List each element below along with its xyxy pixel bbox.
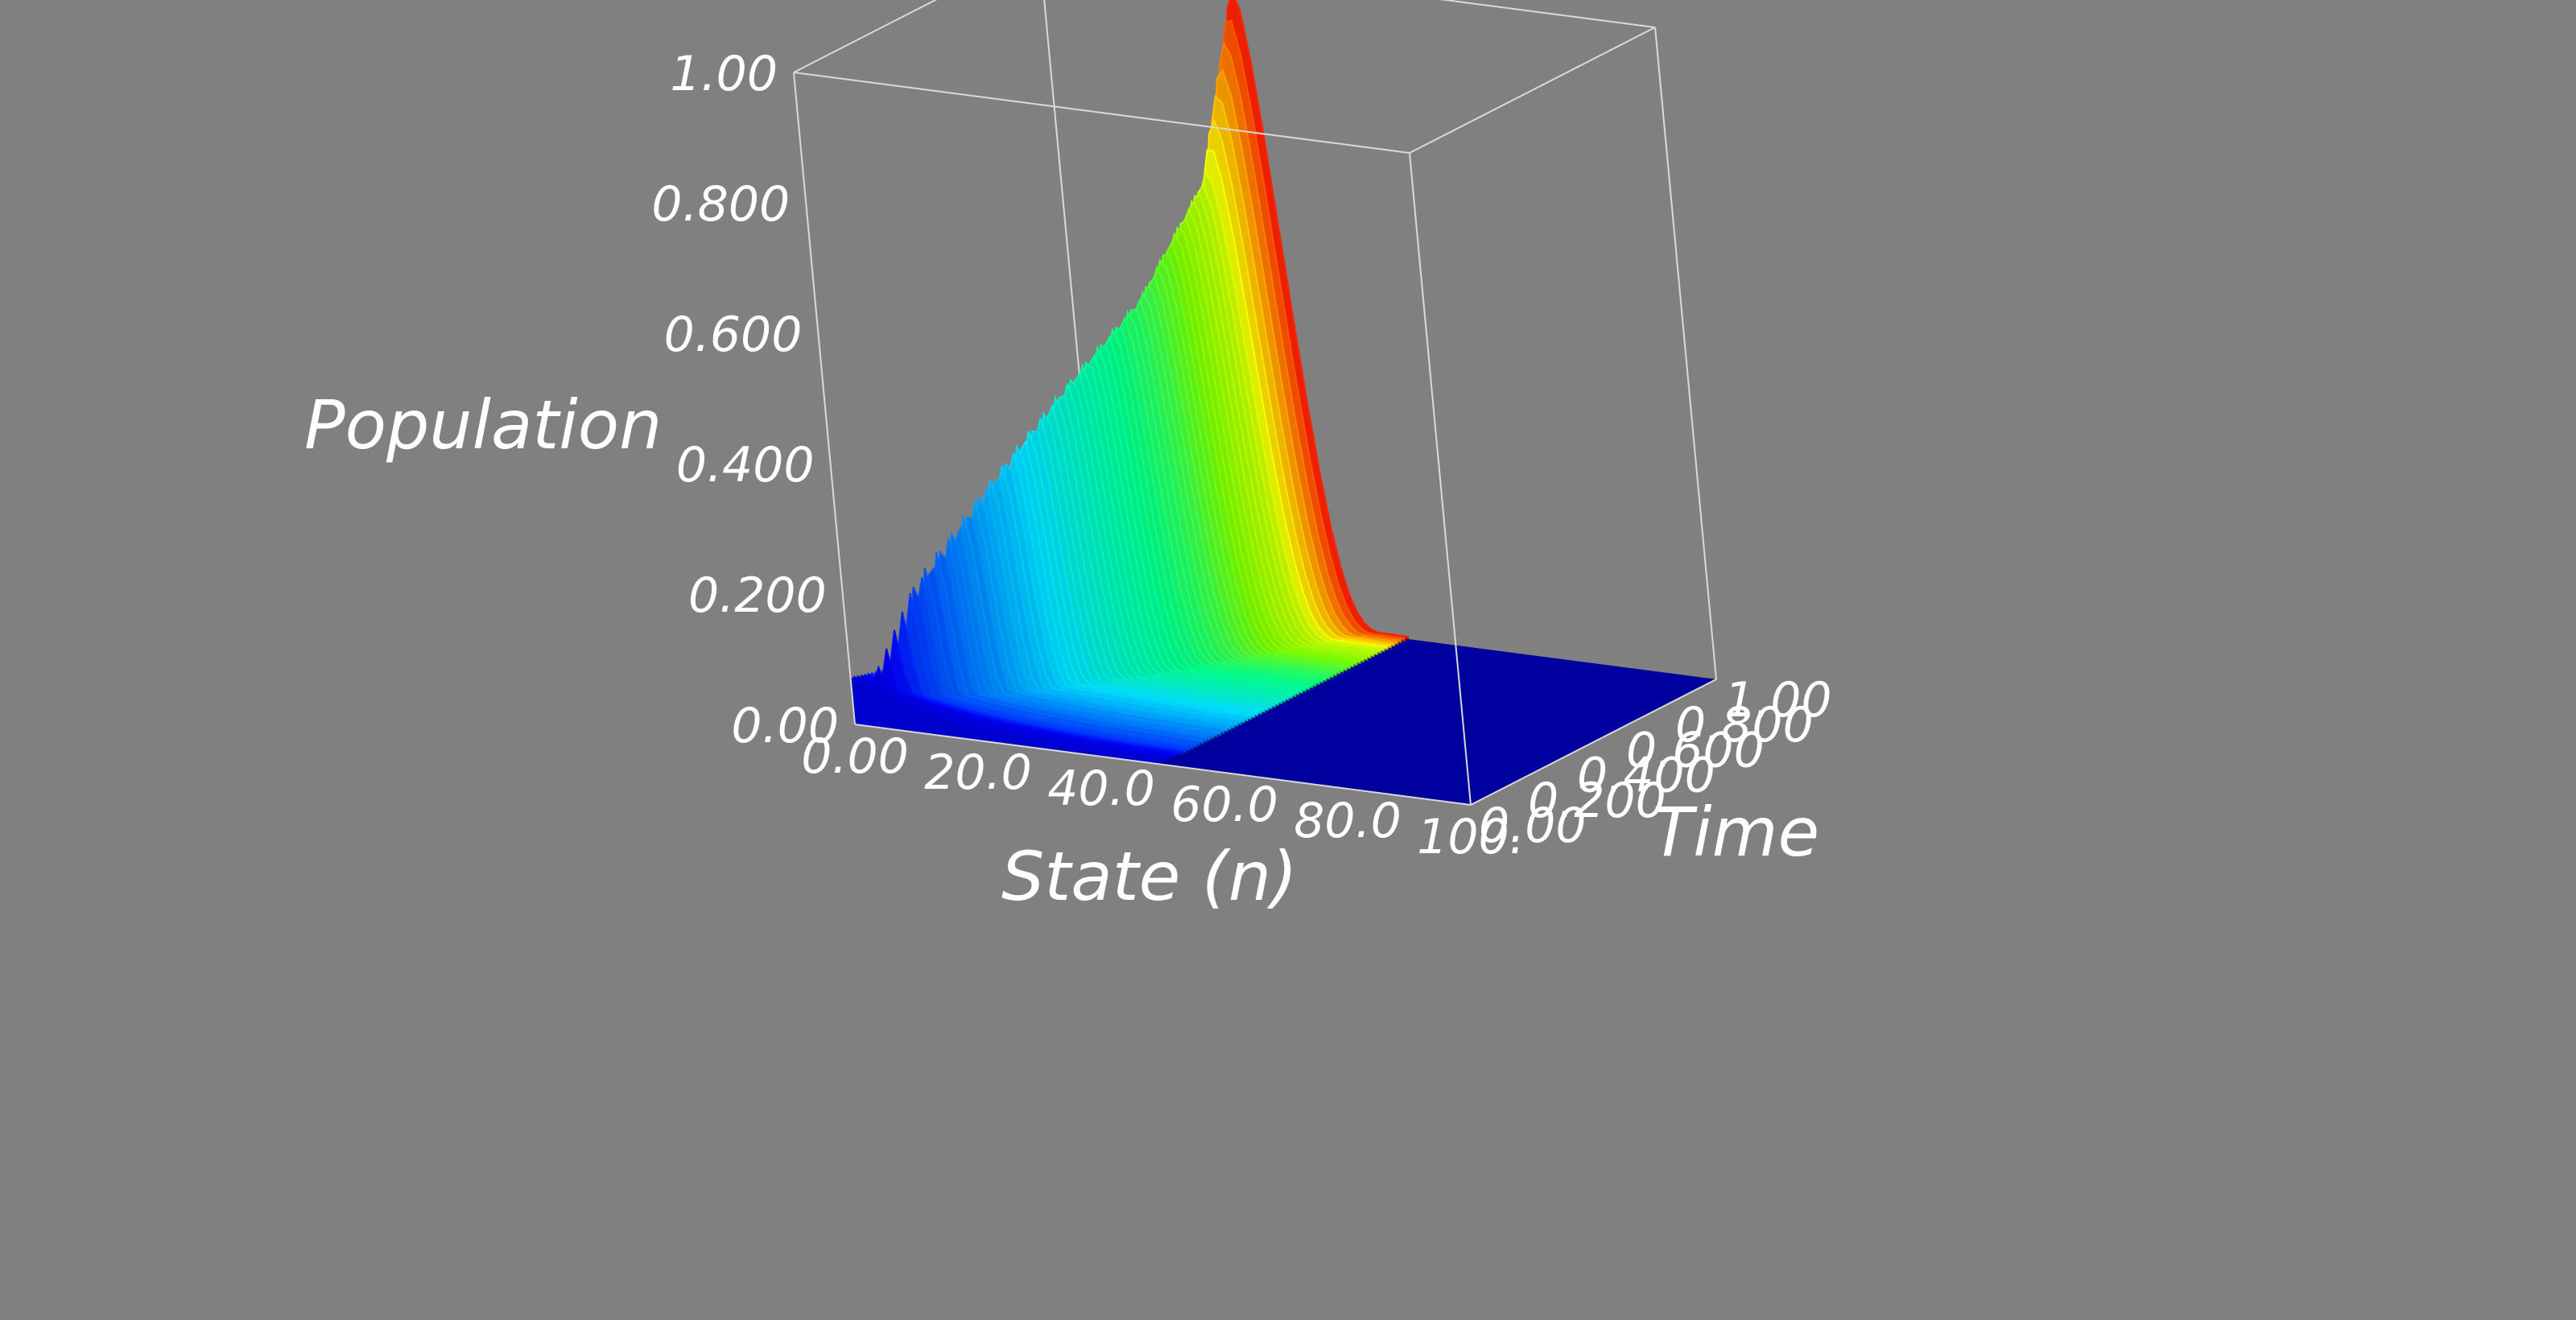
y-axis-tick-label: 0.800 [1675,697,1814,753]
box-edge-back-3 [793,0,938,73]
z-axis-tick-label: 0.200 [688,567,827,624]
x-axis-tick-label: 0.00 [801,728,909,785]
surface-ridge-line [888,566,1200,744]
y-axis-tick-label: 0.00 [1479,798,1587,854]
box-edge-back-4 [1409,27,1656,154]
x-axis-tick-label: 20.0 [924,745,1032,801]
surface-ridge-line [874,592,1187,750]
box-edge-front-3 [854,724,1472,806]
box-edge-front-0 [793,72,856,725]
z-axis-tick-label: 0.00 [731,698,839,754]
surface-ridge-line [885,567,1197,745]
x-axis-tick-label: 100. [1417,809,1525,865]
surface-ridge-line [881,577,1194,747]
y-axis-title: Time [1652,793,1819,872]
y-axis-tick-label: 0.600 [1626,722,1765,778]
box-edge-front-4 [1470,679,1717,806]
z-axis-tick-label: 0.800 [651,176,790,233]
box-edge-back-2 [1654,27,1717,680]
z-axis-tick-label: 1.00 [670,46,778,102]
surface-ridge-line [877,587,1191,749]
population-surface [849,0,1716,805]
surface-ridge-line [871,611,1183,753]
y-axis-tick-label: 0.200 [1528,773,1666,829]
x-axis-title: State (n) [1001,837,1298,916]
surface-ridge-line [850,676,1163,762]
z-axis-tick-label: 0.600 [664,307,803,363]
surface-ridge-line [857,675,1170,759]
y-axis-tick-label: 1.00 [1724,672,1832,728]
surface-ridge-line [861,665,1173,757]
surface-ridge-line [867,629,1180,754]
z-axis-ticks: 0.00 0.200 0.400 0.600 0.800 1.00 [651,46,839,754]
surface-ridge-line [853,675,1166,761]
x-axis-ticks: 0.00 20.0 40.0 60.0 80.0 100. [801,728,1525,865]
x-axis-tick-label: 60.0 [1170,777,1278,833]
z-axis-title: Population [304,386,662,464]
surface-ridge-line [864,648,1177,756]
box-edge-front-2 [1409,152,1472,806]
box-edge-front-1 [793,72,1410,154]
x-axis-tick-label: 40.0 [1047,761,1155,817]
bounding-box-front [793,72,1717,806]
x-axis-tick-label: 80.0 [1294,793,1402,849]
y-axis-tick-label: 0.400 [1577,748,1715,804]
box-edge-back-1 [1439,0,1656,28]
z-axis-tick-label: 0.400 [676,437,815,493]
